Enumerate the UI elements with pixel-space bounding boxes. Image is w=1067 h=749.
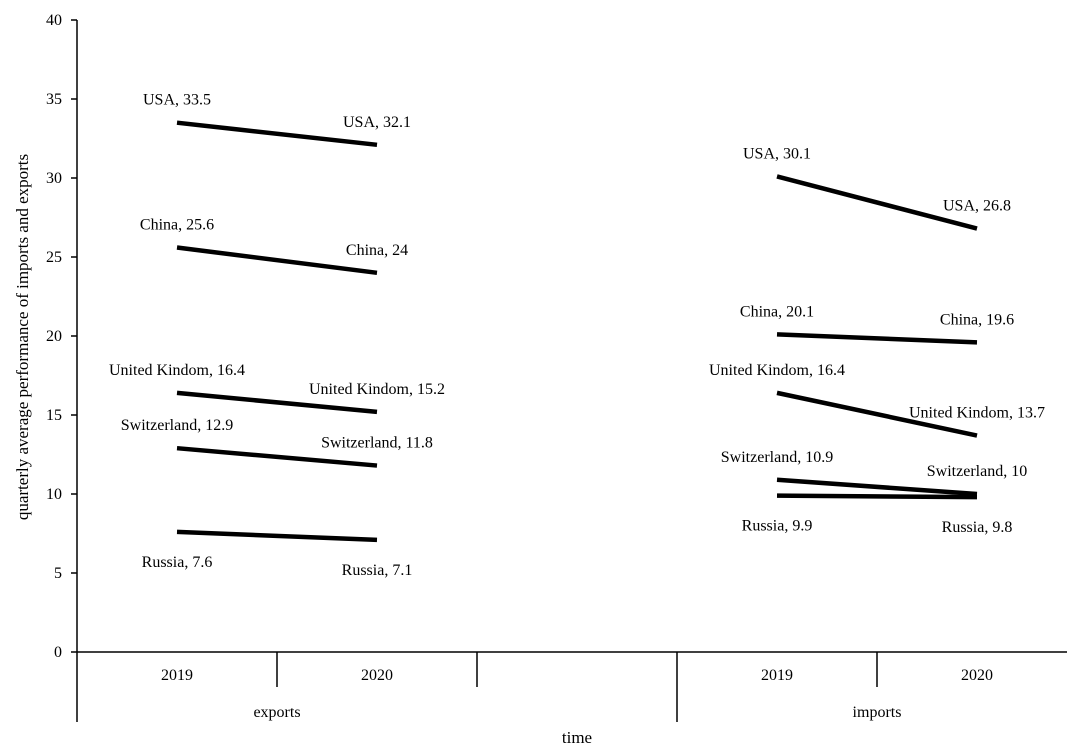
data-label: Russia, 7.1: [342, 562, 413, 579]
y-tick-label: 35: [46, 91, 62, 108]
x-tick-label: 2020: [361, 667, 393, 684]
data-label: United Kindom, 13.7: [909, 405, 1045, 422]
y-tick-label: 20: [46, 328, 62, 345]
data-label: Russia, 7.6: [142, 554, 213, 571]
x-axis-categories: 2019 2020 exports 2019 2020 imports: [161, 667, 993, 721]
x-axis-title: time: [562, 728, 592, 747]
data-label: USA, 30.1: [743, 145, 811, 162]
data-label: China, 20.1: [740, 303, 814, 320]
series-line-exports-switzerland: [176, 445, 378, 468]
data-label: Switzerland, 10.9: [721, 449, 833, 466]
series-line-exports-china: [176, 245, 378, 276]
y-axis-title: quarterly average performance of imports…: [13, 154, 32, 520]
data-label: China, 24: [346, 242, 408, 259]
data-label: China, 19.6: [940, 311, 1014, 328]
y-tick-label: 25: [46, 249, 62, 266]
data-label: USA, 26.8: [943, 198, 1011, 215]
x-tick-label: 2019: [761, 667, 793, 684]
series-line-imports-russia: [776, 493, 978, 500]
y-axis-ticks: 0 5 10 15 20 25 30 35 40: [46, 12, 77, 661]
series-line-exports-usa: [176, 120, 378, 148]
data-label: United Kindom, 15.2: [309, 381, 445, 398]
data-label: United Kindom, 16.4: [709, 362, 845, 379]
series-line-exports-united-kindom: [176, 390, 378, 415]
y-tick-label: 5: [54, 565, 62, 582]
group-label: imports: [853, 704, 902, 721]
group-label: exports: [253, 704, 300, 721]
y-tick-label: 0: [54, 644, 62, 661]
series-line-exports-russia: [176, 529, 378, 543]
y-tick-label: 10: [46, 486, 62, 503]
y-tick-label: 40: [46, 12, 62, 29]
x-tick-label: 2020: [961, 667, 993, 684]
series-line-imports-china: [776, 332, 978, 345]
data-label: Russia, 9.8: [942, 519, 1013, 536]
data-label: China, 25.6: [140, 217, 214, 234]
series-line-imports-united-kindom: [776, 390, 978, 438]
data-label: USA, 33.5: [143, 92, 211, 109]
series-line-imports-switzerland: [776, 477, 978, 497]
series-lines: [176, 120, 978, 543]
y-tick-label: 30: [46, 170, 62, 187]
axes: [76, 20, 1067, 722]
series-line-imports-usa: [776, 174, 978, 231]
data-label: Russia, 9.9: [742, 518, 813, 535]
data-label: Switzerland, 10: [927, 463, 1027, 480]
x-tick-label: 2019: [161, 667, 193, 684]
data-label: United Kindom, 16.4: [109, 362, 245, 379]
data-label: USA, 32.1: [343, 114, 411, 131]
data-label: Switzerland, 12.9: [121, 417, 233, 434]
data-labels: USA, 33.5 USA, 32.1 China, 25.6 China, 24 Un…: [109, 92, 1045, 579]
y-tick-label: 15: [46, 407, 62, 424]
data-label: Switzerland, 11.8: [321, 435, 433, 452]
